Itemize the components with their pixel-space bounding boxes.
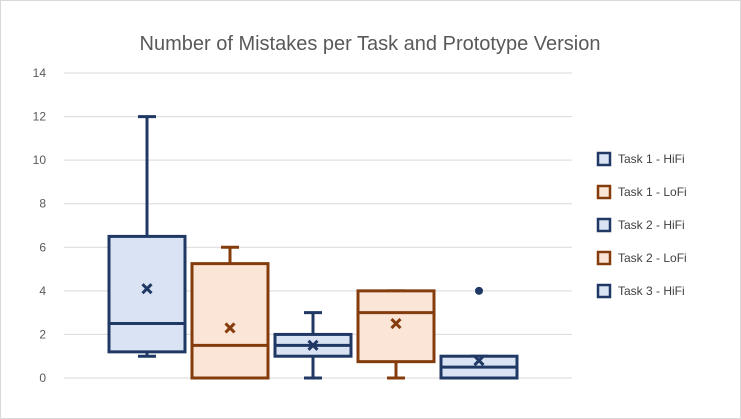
legend-item: Task 1 - HiFi <box>596 151 685 167</box>
box-1 <box>107 115 187 358</box>
box-4 <box>356 289 436 380</box>
legend-swatch <box>596 184 612 200</box>
mean-marker <box>307 339 319 351</box>
y-tick-label: 14 <box>33 66 47 80</box>
legend-swatch <box>596 217 612 233</box>
mean-marker <box>390 317 402 330</box>
legend-label: Task 3 - HiFi <box>618 284 685 298</box>
legend-label: Task 2 - HiFi <box>618 218 685 232</box>
y-tick-label: 6 <box>39 240 46 254</box>
legend-swatch <box>596 250 612 266</box>
legend-item: Task 2 - LoFi <box>596 250 687 266</box>
legend-label: Task 1 - LoFi <box>618 185 687 199</box>
legend: Task 1 - HiFi Task 1 - LoFi Task 2 - HiFi T… <box>596 151 687 299</box>
box-3 <box>273 311 353 380</box>
legend-label: Task 1 - HiFi <box>618 152 685 166</box>
legend-item: Task 1 - LoFi <box>596 184 687 200</box>
box-series <box>107 115 519 380</box>
mean-marker <box>224 322 236 334</box>
mean-marker <box>473 355 485 367</box>
y-tick-label: 8 <box>39 197 46 211</box>
box-5 <box>439 286 519 380</box>
legend-swatch <box>596 283 612 299</box>
outlier-point <box>475 286 483 295</box>
y-tick-label: 0 <box>39 371 46 385</box>
legend-item: Task 3 - HiFi <box>596 283 685 299</box>
y-tick-label: 12 <box>33 110 47 124</box>
box-iqr <box>190 262 270 380</box>
y-tick-label: 2 <box>39 327 46 341</box>
y-tick-label: 4 <box>39 284 46 298</box>
legend-swatch <box>596 151 612 167</box>
mean-marker <box>141 283 153 295</box>
y-tick-label: 10 <box>33 153 47 167</box>
box-2 <box>190 245 270 380</box>
box-iqr <box>107 234 187 354</box>
y-axis-ticks: 0 2 4 6 8 10 12 14 <box>33 66 47 385</box>
box-iqr <box>356 289 436 364</box>
legend-item: Task 2 - HiFi <box>596 217 685 233</box>
chart-title: Number of Mistakes per Task and Prototyp… <box>140 33 601 55</box>
legend-label: Task 2 - LoFi <box>618 251 687 265</box>
